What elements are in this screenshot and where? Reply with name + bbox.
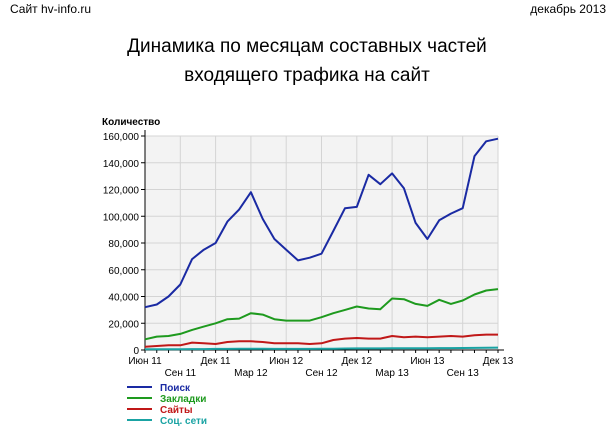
legend-label: Закладки <box>160 394 206 405</box>
y-tick-label: 120,000 <box>103 186 140 197</box>
series-line <box>144 137 499 309</box>
series-line <box>144 288 499 341</box>
x-tick-label: Дек 11 <box>201 356 231 367</box>
x-tick-label: Июн 11 <box>128 356 162 367</box>
x-tick-label: Дек 13 <box>483 356 514 367</box>
y-tick-label: 140,000 <box>103 159 140 170</box>
header-site-label: Сайт hv-info.ru <box>10 2 92 16</box>
x-tick-label: Июн 13 <box>410 356 445 367</box>
y-tick-label: 100,000 <box>103 212 140 223</box>
x-tick-label: Июн 12 <box>269 356 304 367</box>
chart-title-line-1: Динамика по месяцам составных частей <box>127 36 487 57</box>
x-tick-label: Мар 13 <box>375 368 409 379</box>
x-tick-label: Дек 12 <box>341 356 372 367</box>
legend-label: Сайты <box>160 405 193 416</box>
y-tick-label: 160,000 <box>103 132 140 143</box>
x-tick-label: Сен 12 <box>305 368 338 379</box>
x-tick-label: Сен 11 <box>165 368 197 379</box>
series-line <box>144 333 498 348</box>
x-tick-label: Сен 13 <box>447 368 480 379</box>
chart-title: Динамика по месяцам составных частей вхо… <box>0 32 614 90</box>
y-tick-label: 0 <box>133 346 139 357</box>
x-tick-label: Мар 12 <box>234 368 268 379</box>
legend-label: Соц. сети <box>160 416 207 427</box>
legend-label: Поиск <box>160 383 191 394</box>
y-tick-label: 80,000 <box>108 239 139 250</box>
header-date-label: декабрь 2013 <box>530 2 606 16</box>
chart-title-line-2: входящего трафика на сайт <box>184 65 430 86</box>
y-axis-label: Количество <box>102 117 160 128</box>
y-tick-label: 60,000 <box>108 266 139 277</box>
series-line <box>145 346 499 351</box>
y-tick-label: 40,000 <box>108 293 139 304</box>
y-tick-label: 20,000 <box>108 319 139 330</box>
